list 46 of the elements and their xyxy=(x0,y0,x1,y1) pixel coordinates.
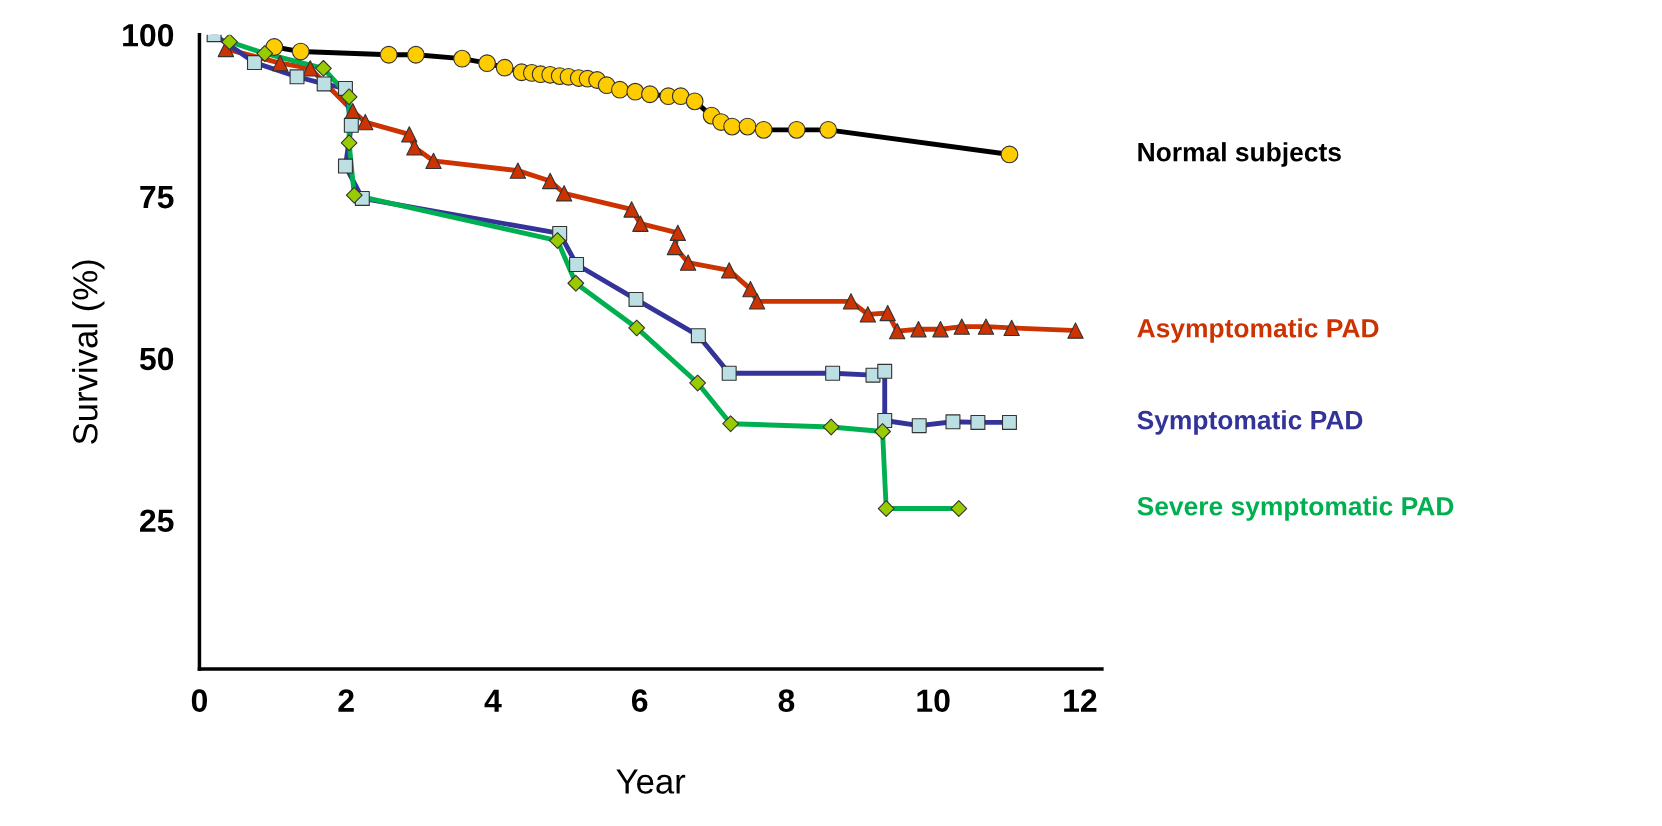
point xyxy=(679,254,697,271)
point xyxy=(910,321,927,338)
point xyxy=(1003,319,1020,337)
point xyxy=(669,224,687,241)
point xyxy=(344,102,361,120)
point xyxy=(357,113,374,131)
y-axis-title: Survival (%) xyxy=(72,260,105,444)
point xyxy=(720,262,738,279)
point xyxy=(555,185,573,202)
x-tick-label: 12 xyxy=(1064,689,1097,712)
point xyxy=(879,304,896,322)
text: Asymptomatic PAD xyxy=(1137,318,1379,343)
y-tick-label: 50 xyxy=(139,347,174,371)
point xyxy=(632,215,649,232)
point xyxy=(748,293,766,310)
point xyxy=(842,293,860,310)
point xyxy=(1067,322,1084,339)
x-tick-label: 8 xyxy=(778,689,795,712)
point xyxy=(271,54,289,72)
y-tick-label: 25 xyxy=(140,509,174,533)
x-tick-label: 0 xyxy=(191,689,208,712)
x-axis-title: Year xyxy=(616,769,686,794)
point xyxy=(509,162,527,179)
point xyxy=(406,139,423,156)
point xyxy=(977,318,995,335)
point xyxy=(932,321,949,338)
point xyxy=(889,322,906,340)
x-tick-label: 2 xyxy=(338,689,354,712)
point xyxy=(623,201,640,218)
point xyxy=(302,60,319,77)
text: Severe symptomatic PAD xyxy=(1137,496,1454,521)
point xyxy=(666,238,684,256)
point xyxy=(742,280,759,298)
text: Normal subjects xyxy=(1138,142,1341,167)
point xyxy=(541,172,559,190)
y-tick-label: 100 xyxy=(123,23,174,47)
point xyxy=(953,318,970,335)
point xyxy=(221,34,238,51)
point xyxy=(401,126,418,143)
point xyxy=(425,152,442,170)
point xyxy=(859,306,877,323)
x-tick-label: 6 xyxy=(631,689,648,712)
y-tick-label: 75 xyxy=(140,186,174,209)
x-tick-label: 10 xyxy=(917,689,950,712)
text: Symptomatic PAD xyxy=(1137,410,1363,435)
x-tick-label: 4 xyxy=(484,689,502,712)
